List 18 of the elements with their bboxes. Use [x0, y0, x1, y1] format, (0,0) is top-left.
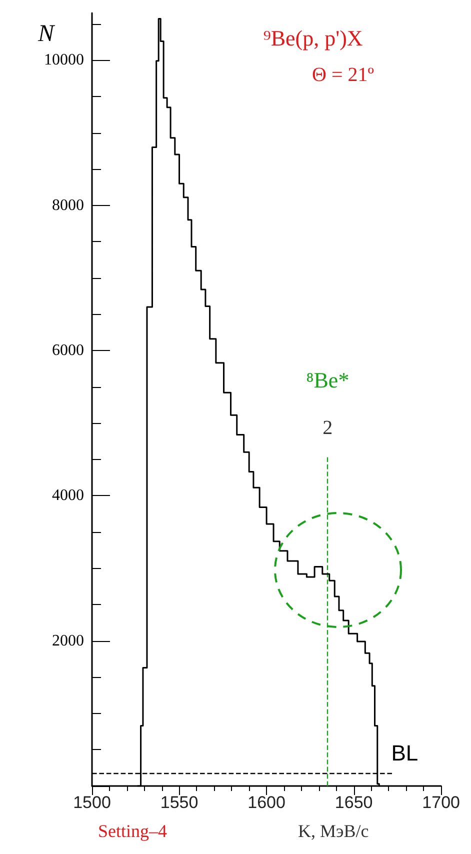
ref-line-label: BL — [391, 740, 418, 766]
x-axis-title: K, МэВ/c — [298, 821, 369, 841]
x-tick-label: 1650 — [334, 793, 373, 812]
y-tick-label: 6000 — [52, 342, 84, 360]
x-tick-label: 1500 — [73, 793, 111, 812]
x-tick-label: 1700 — [422, 793, 460, 812]
y-axis-title: N — [37, 21, 56, 47]
x-tick-label: 1550 — [160, 793, 198, 812]
y-tick-label: 10000 — [44, 52, 84, 69]
x-tick-label: 1600 — [248, 793, 286, 812]
text: ⁹Be(p, p')X — [263, 26, 363, 50]
y-tick-label: 4000 — [52, 487, 84, 504]
y-tick-label: 8000 — [52, 196, 84, 214]
text: Θ = 21º — [312, 64, 374, 86]
y-tick-label: 2000 — [52, 632, 84, 650]
text: Setting–4 — [98, 821, 168, 841]
annotation: 2 — [322, 417, 333, 439]
annotation: ⁸Be* — [306, 368, 350, 392]
